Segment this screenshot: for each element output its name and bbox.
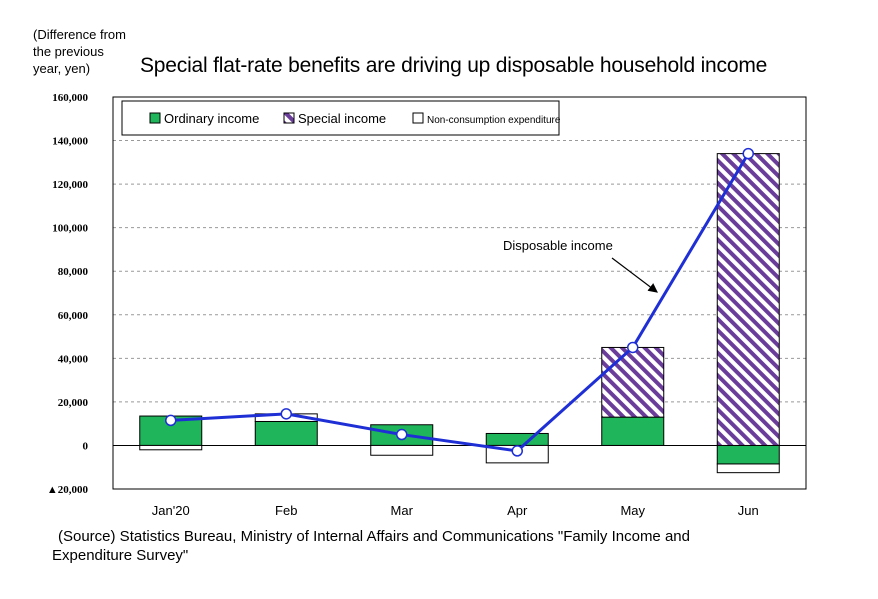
source-note-line-1: (Source) Statistics Bureau, Ministry of …: [58, 528, 690, 545]
legend-label-0: Ordinary income: [164, 111, 259, 126]
y-tick-label: 100,000: [52, 223, 88, 235]
bar-ordinary-income-1: [254, 420, 318, 446]
y-tick-label: 140,000: [52, 136, 88, 148]
x-tick-label: Jan'20: [152, 503, 190, 518]
disposable-income-point-3: [511, 445, 523, 457]
disposable-income-point-5: [742, 147, 754, 160]
y-tick-label: 60,000: [58, 310, 89, 322]
source-note: (Source) Statistics Bureau, Ministry of …: [52, 527, 772, 565]
source-note-line-2: Expenditure Survey": [52, 547, 189, 564]
disposable-income-point-4: [627, 341, 639, 354]
bar-non-consumption-expenditure-5: [716, 463, 780, 474]
bar-non-consumption-expenditure-0: [139, 444, 203, 451]
y-tick-label: 120,000: [52, 179, 88, 191]
y-tick-label: 80,000: [58, 266, 89, 278]
bar-ordinary-income-4: [601, 416, 665, 446]
y-tick-label: 160,000: [52, 92, 88, 104]
legend-swatch-1: [283, 112, 295, 124]
bar-ordinary-income-3: [485, 432, 549, 446]
legend-label-2: Non-consumption expenditure: [427, 115, 561, 126]
legend-swatch-2: [412, 112, 424, 124]
bar-ordinary-income-5: [716, 444, 780, 465]
legend-box: [121, 100, 560, 136]
disposable-income-point-2: [396, 428, 408, 441]
y-tick-label: 0: [83, 440, 89, 452]
legend-label-1: Special income: [298, 111, 386, 126]
x-tick-label: Apr: [507, 503, 528, 518]
x-tick-label: Jun: [738, 503, 759, 518]
annotation-arrow: [611, 257, 658, 293]
disposable-income-line: [170, 152, 750, 453]
y-tick-label: ▲20,000: [47, 484, 89, 496]
legend-swatch-0: [149, 112, 161, 124]
bar-special-income-5: [716, 153, 780, 446]
chart-title: Special flat-rate benefits are driving u…: [140, 54, 768, 77]
bar-non-consumption-expenditure-2: [370, 444, 434, 456]
y-axis-unit-label: (Difference from the previous year, yen): [33, 27, 126, 76]
bar-special-income-4: [601, 346, 665, 418]
disposable-income-point-1: [280, 408, 292, 420]
x-tick-label: Feb: [275, 503, 297, 518]
y-tick-label: 20,000: [58, 397, 89, 409]
y-tick-label: 40,000: [58, 353, 89, 365]
x-tick-label: May: [620, 503, 645, 518]
x-tick-label: Mar: [391, 503, 414, 518]
plot-frame: [112, 96, 807, 490]
annotation-label: Disposable income: [503, 238, 613, 253]
disposable-income-point-0: [165, 414, 177, 427]
